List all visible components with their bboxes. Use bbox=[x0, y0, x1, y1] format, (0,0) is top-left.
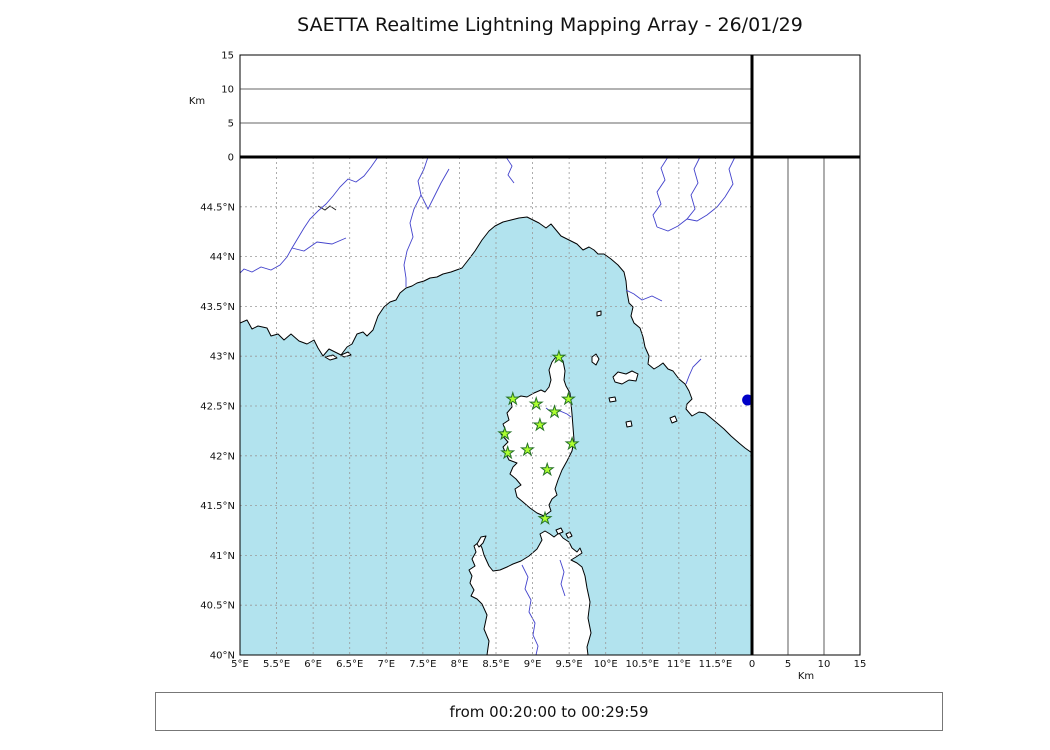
station-marker bbox=[539, 461, 555, 477]
maddalena-islet bbox=[555, 527, 564, 535]
station-marker bbox=[564, 435, 580, 451]
river-line bbox=[656, 157, 701, 232]
lat-tick-label: 43°N bbox=[210, 352, 235, 363]
lon-tick-label: 9°E bbox=[524, 659, 542, 670]
station-markers bbox=[497, 349, 580, 525]
lat-tick-label: 43.5°N bbox=[200, 302, 235, 313]
altitude-longitude-panel bbox=[239, 54, 753, 158]
altitude-tick-label: 5 bbox=[228, 119, 234, 130]
lat-tick-label: 40°N bbox=[210, 651, 235, 662]
altitude-tick-label: 10 bbox=[818, 659, 831, 670]
lat-tick-label: 44.5°N bbox=[200, 202, 235, 213]
lon-tick-label: 11°E bbox=[667, 659, 691, 670]
lon-tick-label: 6°E bbox=[304, 659, 322, 670]
station-marker bbox=[497, 425, 513, 441]
lon-tick-label: 10.5°E bbox=[625, 659, 659, 670]
lon-tick-label: 11.5°E bbox=[699, 659, 733, 670]
gorgona-island bbox=[596, 310, 602, 317]
lat-tick-label: 42°N bbox=[210, 451, 235, 462]
map-panel bbox=[240, 157, 752, 655]
map-tick-labels: 5°E 5.5°E 6°E 6.5°E 7°E 7.5°E 8°E 8.5°E 9°E 9.5°E… bbox=[200, 202, 732, 670]
altitude-tick-label: 5 bbox=[785, 659, 791, 670]
montecristo-island bbox=[625, 420, 633, 428]
river-line bbox=[403, 157, 429, 287]
river-line bbox=[291, 237, 347, 252]
lon-tick-label: 8°E bbox=[451, 659, 469, 670]
altitude-tick-label: 15 bbox=[221, 51, 234, 62]
corner-panel bbox=[751, 54, 861, 158]
right-panel-lines-labels: 0 5 10 15 bbox=[749, 157, 867, 670]
status-text: from 00:20:00 to 00:29:59 bbox=[449, 702, 649, 721]
station-marker bbox=[560, 391, 576, 406]
river-line bbox=[559, 559, 566, 597]
station-marker bbox=[505, 391, 521, 406]
lat-tick-label: 41.5°N bbox=[200, 501, 235, 512]
station-marker bbox=[519, 441, 535, 457]
lon-tick-label: 8.5°E bbox=[482, 659, 509, 670]
lon-tick-label: 6.5°E bbox=[336, 659, 363, 670]
lat-tick-label: 42.5°N bbox=[200, 402, 235, 413]
top-panel-lines-labels: 0 5 10 15 bbox=[221, 51, 752, 164]
porquerolles-island bbox=[324, 354, 338, 361]
lon-tick-label: 7°E bbox=[377, 659, 395, 670]
river-line bbox=[625, 289, 663, 302]
event-marker bbox=[742, 394, 752, 406]
altitude-tick-label: 0 bbox=[749, 659, 755, 670]
caprera-islet bbox=[565, 531, 573, 539]
river-line bbox=[652, 157, 669, 228]
elba-island bbox=[612, 370, 639, 385]
page-title: SAETTA Realtime Lightning Mapping Array … bbox=[297, 14, 803, 36]
lat-tick-label: 40.5°N bbox=[200, 601, 235, 612]
lon-tick-label: 5.5°E bbox=[263, 659, 290, 670]
station-marker bbox=[532, 416, 548, 432]
river-line bbox=[240, 157, 379, 274]
lon-tick-label: 5°E bbox=[231, 659, 249, 670]
giglio-island bbox=[669, 415, 678, 424]
lon-tick-label: 10°E bbox=[594, 659, 618, 670]
capraia-island bbox=[591, 353, 600, 366]
river-line bbox=[420, 168, 450, 211]
status-bar: from 00:20:00 to 00:29:59 bbox=[155, 692, 943, 731]
station-marker bbox=[551, 349, 567, 364]
altitude-tick-label: 15 bbox=[854, 659, 867, 670]
lon-tick-label: 9.5°E bbox=[556, 659, 583, 670]
asinara-island bbox=[476, 535, 487, 548]
station-marker bbox=[537, 510, 553, 525]
lon-tick-label: 7.5°E bbox=[409, 659, 436, 670]
station-marker bbox=[528, 396, 544, 411]
station-marker bbox=[546, 404, 563, 419]
port-cros-island bbox=[340, 351, 352, 358]
altitude-latitude-panel bbox=[751, 156, 861, 656]
river-line bbox=[521, 564, 539, 655]
right-panel-unit-label: Km bbox=[798, 671, 814, 682]
station-marker bbox=[500, 444, 516, 460]
rivers bbox=[240, 157, 736, 655]
altitude-tick-label: 10 bbox=[221, 85, 234, 96]
river-line bbox=[505, 157, 515, 184]
river-line bbox=[686, 157, 736, 222]
top-panel-unit-label: Km bbox=[189, 96, 205, 107]
lat-tick-label: 44°N bbox=[210, 252, 235, 263]
pianosa-island bbox=[608, 396, 617, 403]
map-gridlines bbox=[240, 157, 752, 655]
lat-tick-label: 41°N bbox=[210, 551, 235, 562]
river-line bbox=[685, 358, 702, 385]
altitude-tick-label: 0 bbox=[228, 153, 234, 164]
